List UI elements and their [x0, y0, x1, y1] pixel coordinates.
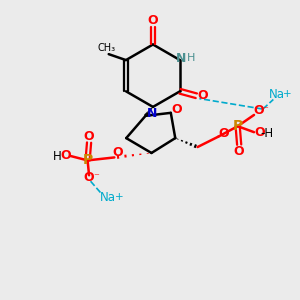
Text: H: H	[53, 150, 62, 163]
Text: N: N	[147, 107, 158, 120]
Text: O: O	[171, 103, 182, 116]
Text: ⁻: ⁻	[93, 172, 99, 182]
Text: H: H	[187, 53, 196, 63]
Text: O: O	[61, 149, 71, 162]
Text: O: O	[218, 127, 229, 140]
Text: +: +	[115, 192, 123, 202]
Text: N: N	[176, 52, 187, 65]
Text: -H: -H	[260, 127, 273, 140]
Text: O: O	[254, 126, 265, 139]
Text: O: O	[253, 104, 264, 117]
Text: O: O	[148, 14, 158, 27]
Text: Na: Na	[100, 191, 116, 204]
Text: Na: Na	[269, 88, 285, 100]
Text: O: O	[234, 145, 244, 158]
Text: P: P	[232, 119, 243, 133]
Text: P: P	[82, 153, 93, 167]
Text: O: O	[84, 171, 94, 184]
Text: O: O	[84, 130, 94, 142]
Text: O: O	[197, 89, 208, 102]
Text: CH₃: CH₃	[97, 43, 116, 52]
Text: ⁻: ⁻	[262, 106, 268, 116]
Text: +: +	[283, 89, 292, 99]
Text: O: O	[112, 146, 123, 160]
